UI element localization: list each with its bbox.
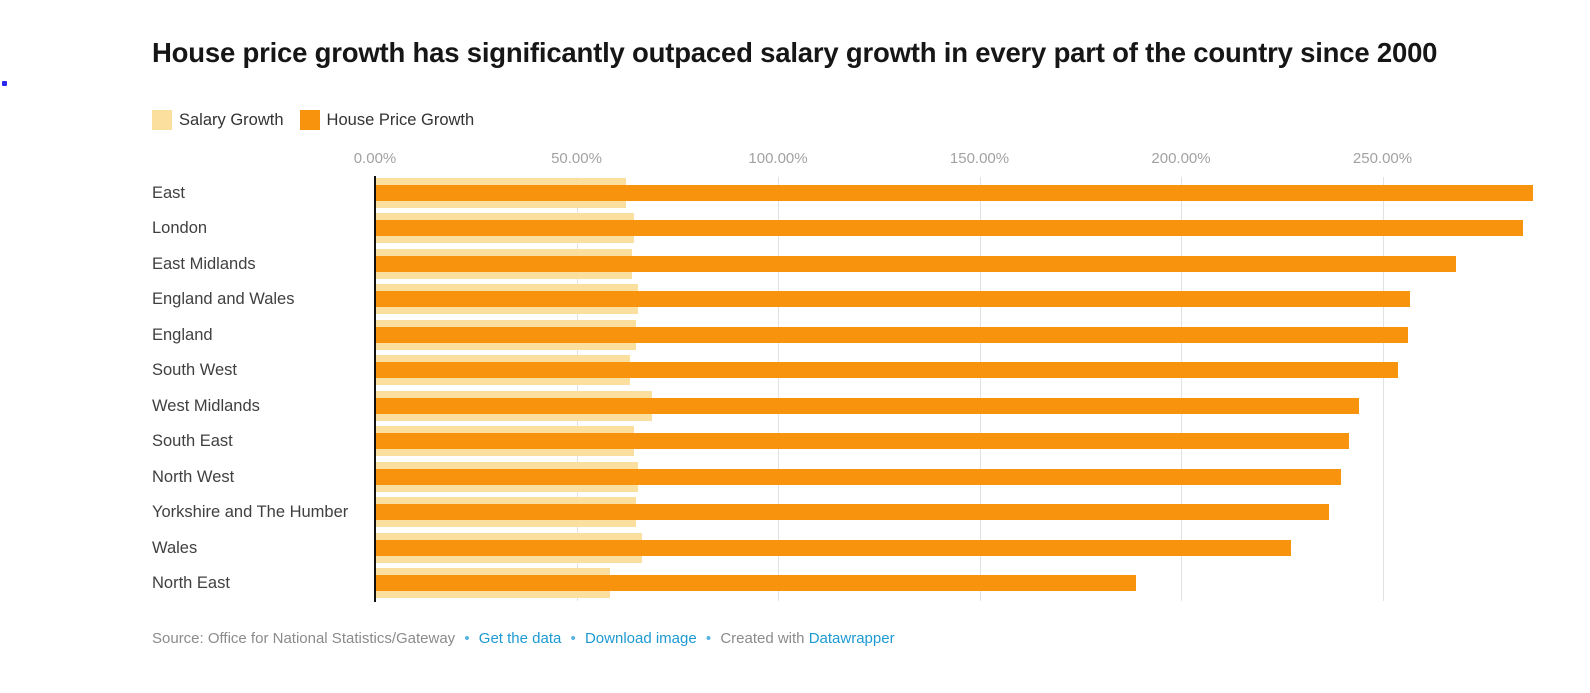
house-price-growth-bar [376,362,1398,379]
datawrapper-link[interactable]: Datawrapper [808,630,895,647]
house-price-growth-bar [376,220,1523,237]
row-label-south-west: South West [152,361,237,380]
house-price-growth-bar [376,574,1136,591]
separator-dot: • [464,630,470,647]
house-price-growth-bar [376,326,1408,343]
gridline-150.00% [979,177,981,601]
gridline-100.00% [778,177,779,601]
row-label-west-midlands: West Midlands [152,396,260,415]
x-axis-tick-label: 50.00% [551,150,602,167]
chart-legend: Salary Growth House Price Growth [152,110,474,130]
legend-label: House Price Growth [326,110,475,129]
house-price-growth-bar [376,291,1410,308]
chart-title: House price growth has significantly out… [152,37,1438,69]
separator-dot: • [705,630,712,647]
source-text: Source: Office for National Statistics/G… [152,630,456,647]
legend-item-house-price-growth: House Price Growth [299,110,475,130]
row-label-east: East [152,184,186,202]
x-axis-tick-label: 150.00% [949,150,1010,167]
row-label-south-east: South East [152,432,233,451]
legend-label: Salary Growth [179,110,284,129]
house-price-growth-bar [376,397,1360,414]
gridline-50.00% [576,177,578,601]
x-axis-tick-label: 200.00% [1151,150,1211,167]
stray-blue-dot [2,81,7,86]
created-with-text: Created with [720,630,809,647]
chart-footer: Source: Office for National Statistics/G… [152,630,895,647]
house-price-growth-bar [376,504,1330,521]
zero-axis-line [374,176,376,602]
x-axis-tick-label: 100.00% [748,150,808,167]
house-price-growth-bar [376,468,1342,485]
row-label-yorkshire-and-the-humber: Yorkshire and The Humber [152,503,349,522]
row-label-east-midlands: East Midlands [152,254,256,273]
get-the-data-link[interactable]: Get the data [478,630,562,647]
house-price-growth-bar [376,185,1533,201]
separator-dot: • [570,630,576,647]
download-image-link[interactable]: Download image [584,630,697,647]
gridline-200.00% [1181,177,1182,601]
x-axis-tick-label: 0.00% [353,150,397,167]
legend-item-salary-growth: Salary Growth [152,110,284,130]
gridline-250.00% [1382,177,1384,601]
row-label-london: London [152,219,208,238]
row-label-north-west: North West [152,467,235,486]
x-axis-tick-label: 250.00% [1352,150,1413,167]
row-label-north-east: North East [152,573,230,592]
row-label-wales: Wales [152,538,198,557]
house-price-growth-bar [376,539,1291,556]
house-price-growth-swatch [299,110,320,130]
salary-growth-swatch [152,110,172,130]
house-price-growth-bar [376,255,1457,272]
row-label-england-and-wales: England and Wales [152,290,295,309]
row-label-england: England [152,325,213,344]
house-price-growth-bar [376,433,1350,450]
